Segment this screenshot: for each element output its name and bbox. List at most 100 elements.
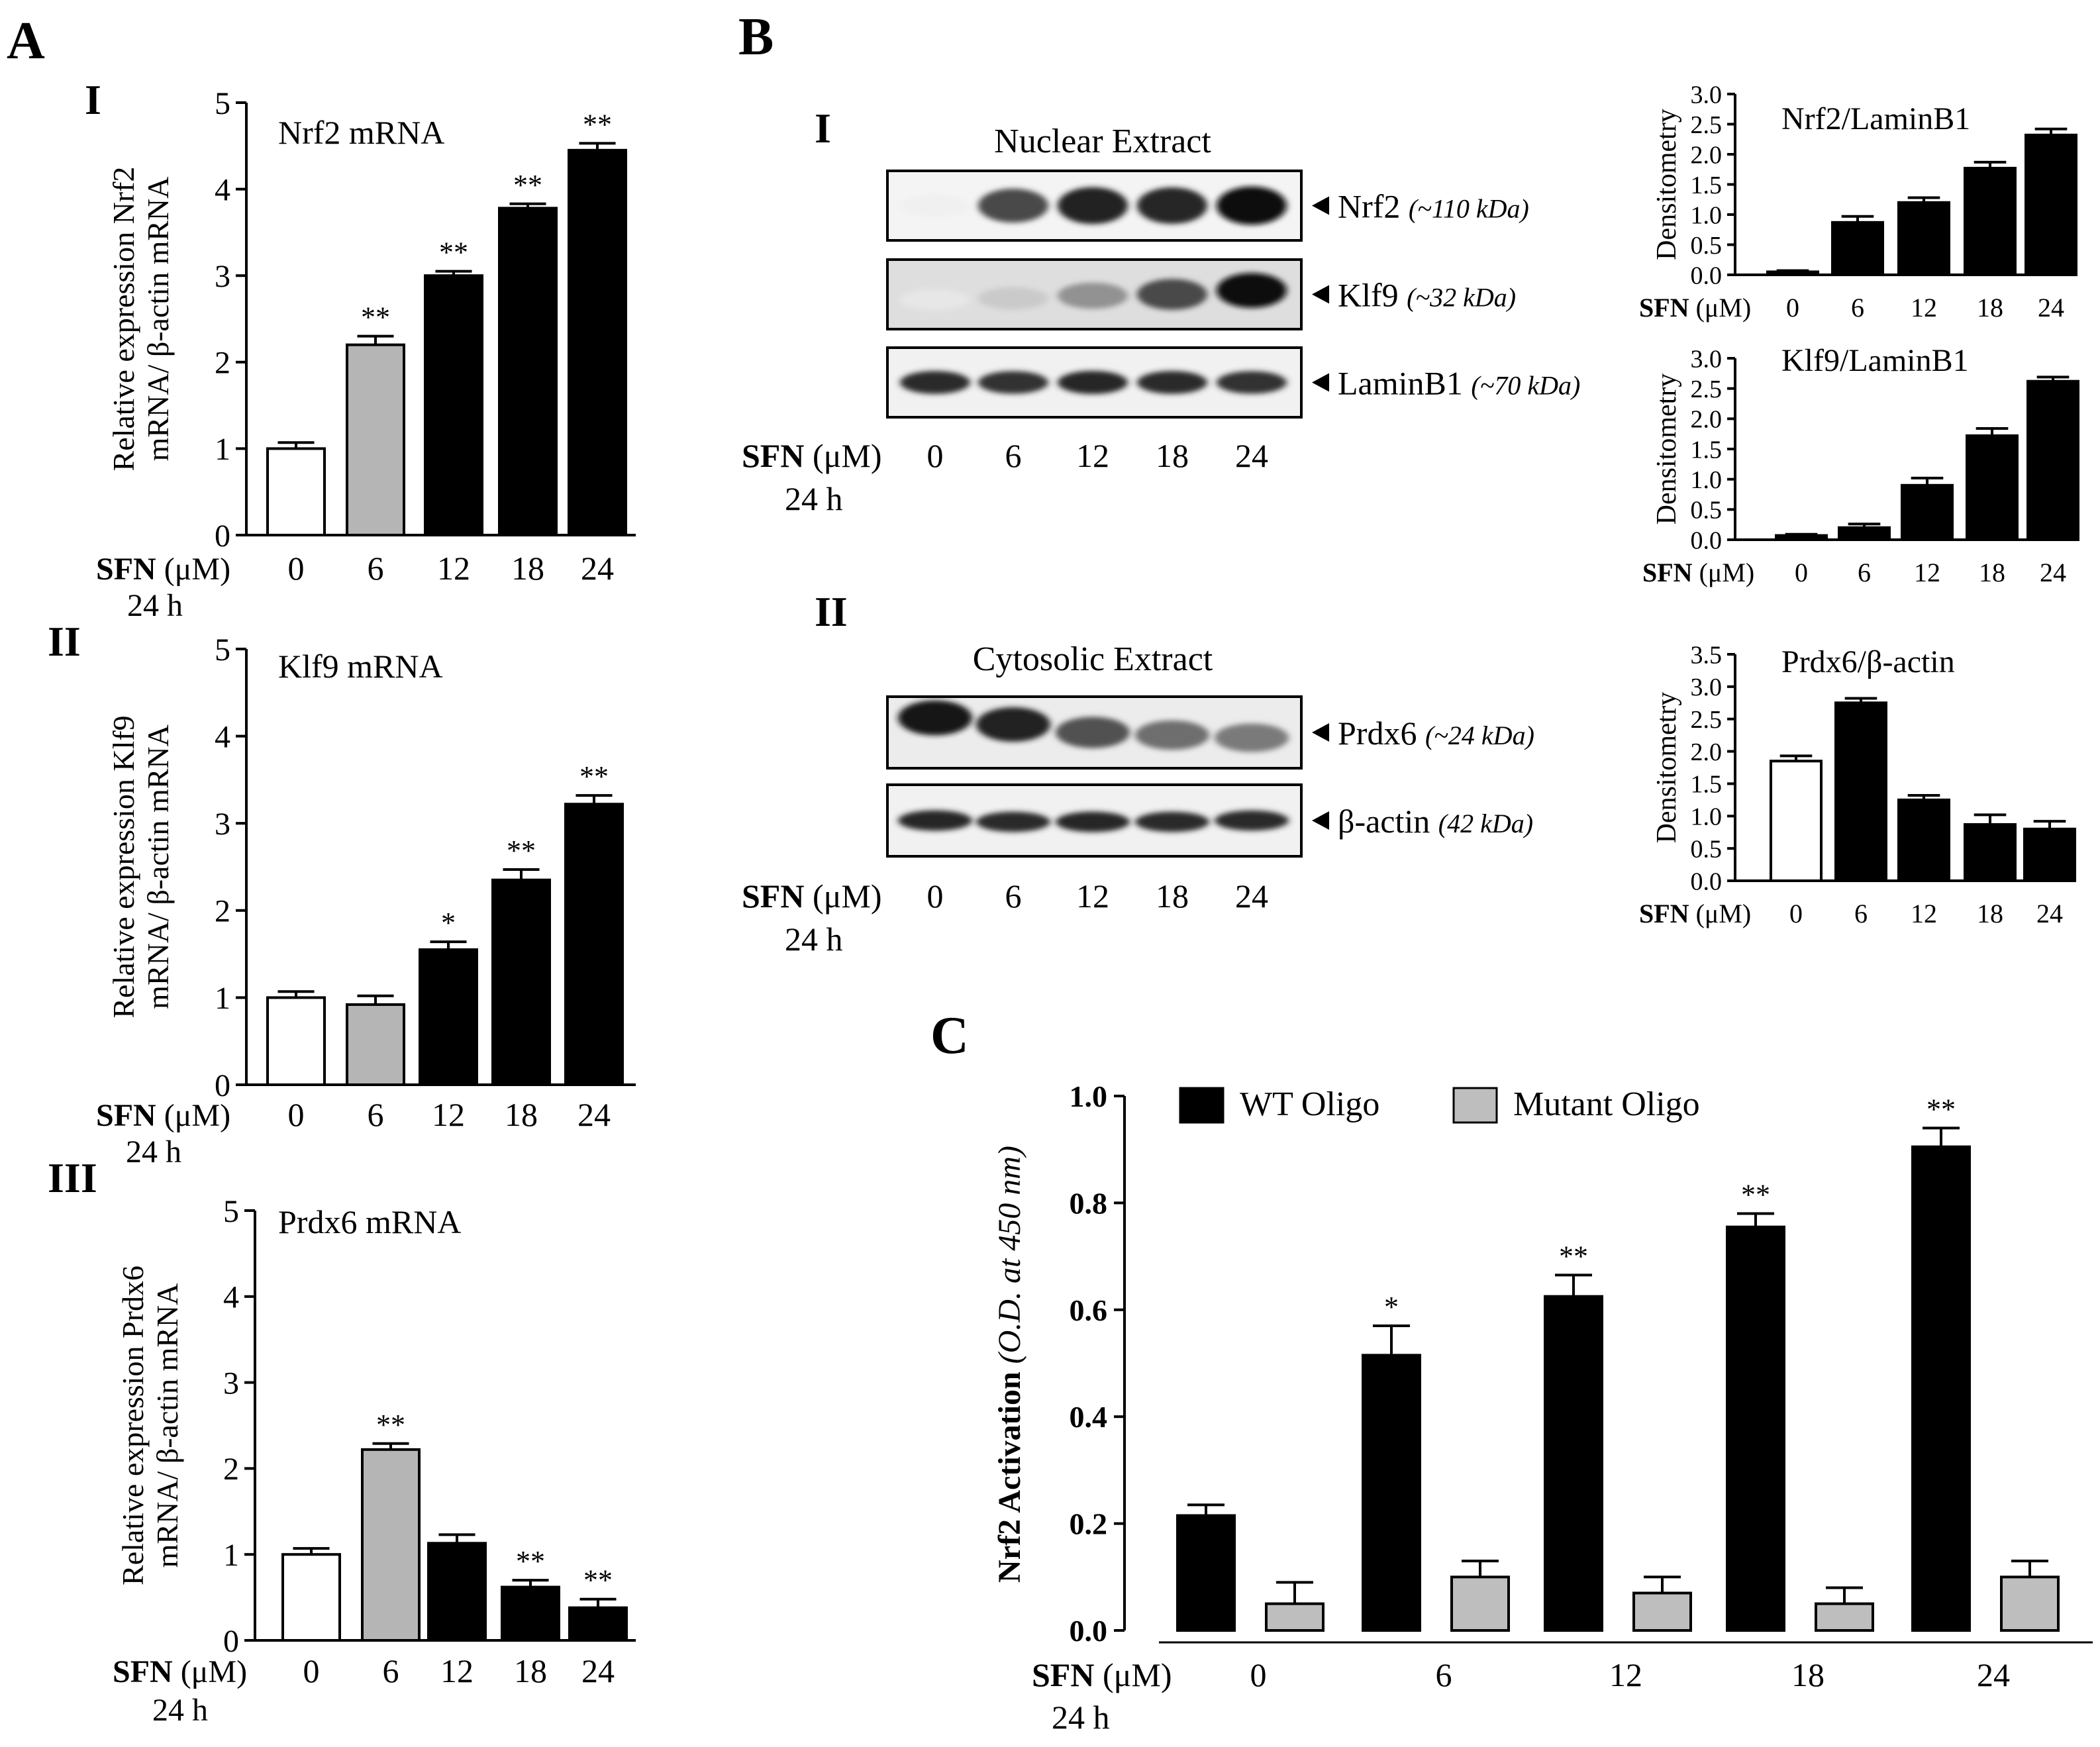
blot-band-β-actin-6 xyxy=(976,811,1050,832)
legend-label: Mutant Oligo xyxy=(1513,1085,1700,1123)
blot-band-β-actin-24 xyxy=(1215,810,1289,831)
panel-label-A: A xyxy=(7,12,45,70)
band-arrow xyxy=(1312,811,1329,830)
significance-mark: ** xyxy=(579,760,609,793)
bar-mutant-oligo-12 xyxy=(1632,1591,1692,1632)
y-tick-label: 3.0 xyxy=(1691,81,1723,109)
x-tick-label: 24 xyxy=(2036,899,2063,928)
significance-mark: * xyxy=(1384,1291,1399,1323)
bar-6 xyxy=(1838,526,1891,542)
chart-B_I_Nrf2: 0.00.5 1.01.5 2.02.53.0 Nrf2/LaminB1 Densito… xyxy=(1639,81,2077,323)
y-tick-label: 0.5 xyxy=(1691,835,1723,863)
x-tick-label: 18 xyxy=(505,1096,538,1133)
y-tick-label: 3.5 xyxy=(1691,641,1723,669)
y-tick-label: 0.5 xyxy=(1691,232,1723,260)
y-tick-label: 0.4 xyxy=(1070,1400,1108,1434)
x-tick-label: 6 xyxy=(368,1096,384,1133)
significance-mark: ** xyxy=(1926,1093,1956,1125)
y-tick-label: 0.0 xyxy=(1691,262,1723,289)
y-tick-label: 0.2 xyxy=(1070,1507,1108,1541)
bar-mutant-oligo-6 xyxy=(1450,1575,1510,1632)
x-axis-label: SFN (μM) xyxy=(742,437,882,474)
significance-mark: ** xyxy=(361,301,390,334)
significance-mark: ** xyxy=(507,834,536,867)
legend-swatch xyxy=(1452,1087,1498,1124)
blot-band-Prdx6-6 xyxy=(976,707,1050,742)
x-tick-label: 24 xyxy=(1977,1656,2010,1693)
y-axis-label: Densitometry xyxy=(1652,374,1682,525)
x-tick-label: 0 xyxy=(303,1652,320,1689)
lane-label: 0 xyxy=(927,877,944,915)
y-tick-label: 4 xyxy=(215,172,230,207)
time-label: 24 h xyxy=(785,921,843,958)
lane-label: 24 xyxy=(1235,437,1268,474)
x-tick-label: 18 xyxy=(1791,1656,1825,1693)
blot-band-LaminB1-12 xyxy=(1058,370,1128,395)
x-tick-label: 0 xyxy=(1789,899,1803,928)
y-tick-label: 5 xyxy=(223,1194,239,1229)
x-tick-label: 24 xyxy=(581,550,614,587)
y-axis-label: Nrf2 Activation (O.D. at 450 nm) xyxy=(992,1146,1027,1583)
x-tick-label: 24 xyxy=(2040,558,2066,587)
bar-24 xyxy=(568,148,627,536)
y-tick-label: 5 xyxy=(215,86,230,121)
x-axis-label: SFN (μM) xyxy=(96,1098,230,1133)
blot-band-Nrf2-0 xyxy=(900,194,970,217)
sub-label-A-I: I xyxy=(85,76,101,123)
bar-0 xyxy=(266,996,326,1087)
blot-band-LaminB1-6 xyxy=(978,371,1048,394)
x-tick-label: 6 xyxy=(1854,899,1868,928)
bar-12 xyxy=(427,1542,487,1642)
x-tick-label: 6 xyxy=(368,550,384,587)
bar-18 xyxy=(491,878,551,1086)
band-arrow xyxy=(1312,723,1329,742)
time-label: 24 h xyxy=(126,1134,181,1170)
x-tick-label: 18 xyxy=(511,550,544,587)
x-tick-label: 24 xyxy=(2038,293,2064,323)
y-tick-label: 1 xyxy=(215,981,230,1016)
lane-label: 18 xyxy=(1156,877,1189,915)
y-tick-label: 3 xyxy=(215,259,230,294)
panel-label-C: C xyxy=(930,1007,969,1065)
y-tick-label: 1.0 xyxy=(1691,201,1723,229)
x-tick-label: 12 xyxy=(1609,1656,1642,1693)
y-tick-label: 1.5 xyxy=(1691,172,1723,199)
bar-0 xyxy=(1766,270,1819,277)
y-tick-label: 1.0 xyxy=(1691,466,1723,494)
blot-band-Klf9-0 xyxy=(900,289,970,311)
y-tick-label: 0.6 xyxy=(1070,1293,1108,1327)
blot-band-Nrf2-18 xyxy=(1137,187,1207,225)
lane-label: 12 xyxy=(1076,437,1109,474)
x-tick-label: 24 xyxy=(577,1096,611,1133)
x-tick-label: 18 xyxy=(514,1652,547,1689)
bar-18 xyxy=(1966,434,2019,542)
lane-label: 18 xyxy=(1156,437,1189,474)
bar-12 xyxy=(1897,201,1950,276)
band-arrow xyxy=(1312,285,1329,304)
band-label-Nrf2: Nrf2 (~110 kDa) xyxy=(1338,188,1529,225)
chart-title: Nrf2 mRNA xyxy=(278,114,444,151)
x-tick-label: 6 xyxy=(1851,293,1864,323)
y-tick-label: 0.8 xyxy=(1070,1186,1108,1220)
bar-18 xyxy=(1964,823,2017,882)
blot-band-Prdx6-0 xyxy=(898,700,972,736)
significance-mark: ** xyxy=(439,236,468,269)
y-tick-label: 0.0 xyxy=(1691,868,1723,895)
x-axis-label: SFN (μM) xyxy=(113,1654,247,1689)
time-label: 24 h xyxy=(785,480,843,517)
y-tick-label: 1.5 xyxy=(1691,771,1723,799)
bar-12 xyxy=(424,274,483,536)
bar-6 xyxy=(361,1448,421,1642)
blot-band-Prdx6-18 xyxy=(1135,720,1209,750)
y-tick-label: 2 xyxy=(223,1452,239,1487)
significance-mark: ** xyxy=(376,1409,405,1441)
y-tick-label: 0 xyxy=(215,519,230,554)
chart-title: Nrf2/LaminB1 xyxy=(1781,101,1970,136)
y-tick-label: 0 xyxy=(215,1068,230,1103)
y-tick-label: 2.5 xyxy=(1691,111,1723,139)
x-tick-label: 12 xyxy=(1911,293,1937,323)
bar-12 xyxy=(419,948,478,1087)
blot-band-LaminB1-24 xyxy=(1217,371,1287,394)
y-axis-label: Densitometry xyxy=(1652,692,1682,844)
band-arrow xyxy=(1312,373,1329,392)
